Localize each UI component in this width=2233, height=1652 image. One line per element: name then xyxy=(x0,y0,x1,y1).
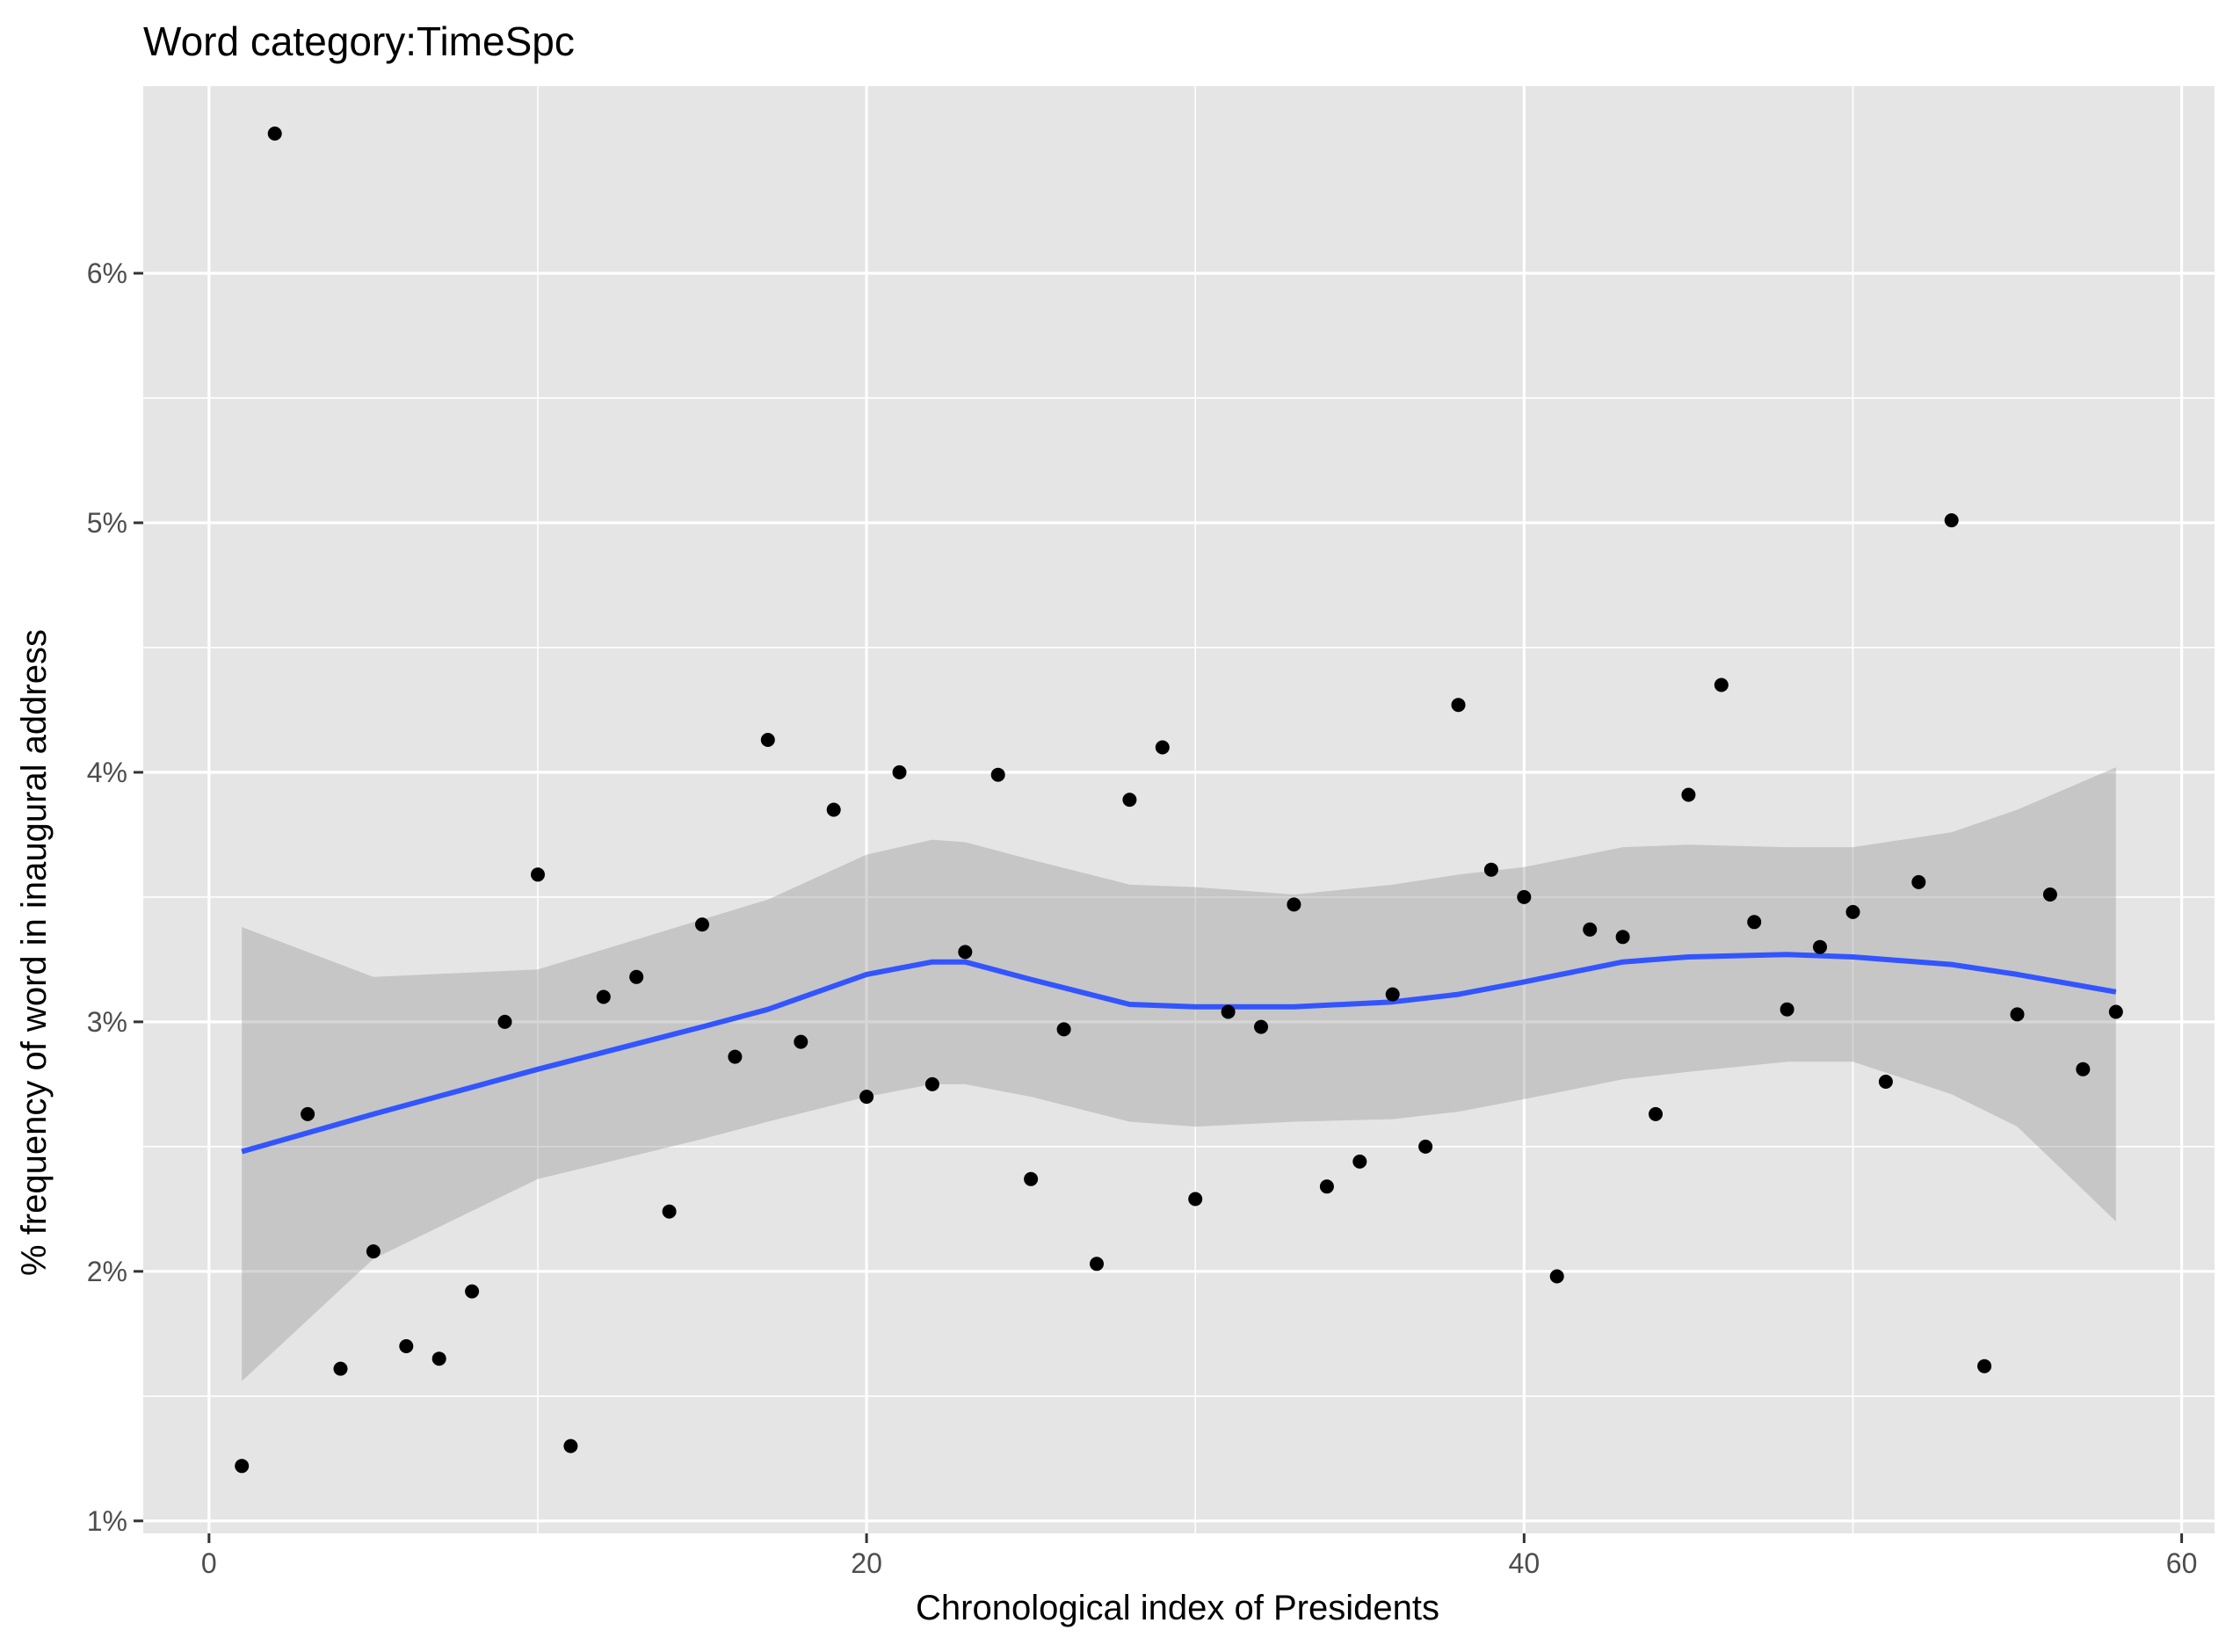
data-point xyxy=(497,1014,512,1029)
data-point xyxy=(1024,1171,1039,1186)
data-point xyxy=(1747,915,1762,930)
data-point xyxy=(695,917,709,932)
data-point xyxy=(333,1361,348,1376)
data-point xyxy=(760,733,775,747)
data-point xyxy=(1911,874,1926,889)
data-point xyxy=(1418,1139,1433,1154)
data-point xyxy=(1878,1075,1893,1089)
data-point xyxy=(1977,1359,1992,1373)
data-point xyxy=(301,1106,315,1121)
major-gridlines xyxy=(143,86,2215,1533)
data-point xyxy=(235,1459,250,1474)
data-point xyxy=(859,1090,874,1105)
data-point xyxy=(1090,1257,1104,1272)
data-point xyxy=(1944,513,1959,528)
confidence-band xyxy=(242,767,2116,1381)
data-point xyxy=(1714,677,1729,692)
data-point xyxy=(662,1204,677,1219)
data-points xyxy=(235,127,2123,1474)
y-tick-label: 6% xyxy=(87,257,127,289)
data-point xyxy=(267,127,282,141)
data-point xyxy=(2010,1007,2025,1022)
y-tick-label: 4% xyxy=(87,757,127,788)
data-point xyxy=(431,1351,446,1366)
x-tick-label: 0 xyxy=(201,1547,217,1579)
data-point xyxy=(366,1244,381,1259)
data-point xyxy=(2108,1004,2123,1019)
y-tick-label: 2% xyxy=(87,1256,127,1287)
data-point xyxy=(1451,698,1466,713)
y-tick-label: 5% xyxy=(87,507,127,539)
data-point xyxy=(563,1438,578,1453)
data-point xyxy=(1549,1269,1564,1284)
data-point xyxy=(596,989,611,1004)
data-point xyxy=(531,867,545,882)
data-point xyxy=(958,945,973,960)
data-point xyxy=(1319,1179,1334,1194)
data-point xyxy=(1813,939,1827,954)
data-point xyxy=(794,1034,808,1049)
data-point xyxy=(1583,922,1598,937)
x-tick-label: 20 xyxy=(851,1547,882,1579)
data-point xyxy=(1287,897,1301,912)
data-point xyxy=(1517,889,1532,904)
data-point xyxy=(399,1339,414,1353)
x-axis-title: Chronological index of Presidents xyxy=(916,1589,1439,1627)
data-point xyxy=(1483,862,1498,877)
data-point xyxy=(1122,793,1137,808)
data-point xyxy=(1615,930,1630,945)
data-point xyxy=(1780,1002,1794,1017)
data-point xyxy=(1649,1106,1663,1121)
x-tick-label: 40 xyxy=(1509,1547,1541,1579)
data-point xyxy=(826,802,841,817)
data-point xyxy=(2076,1061,2091,1076)
data-point xyxy=(990,767,1005,782)
smooth-trend-line xyxy=(241,952,2117,1155)
data-point xyxy=(1352,1154,1367,1169)
data-point xyxy=(1056,1022,1071,1037)
plot-panel xyxy=(143,86,2215,1533)
y-axis-title: % frequency of word in inaugural address xyxy=(15,629,54,1276)
y-tick-label: 3% xyxy=(87,1006,127,1038)
data-point xyxy=(1681,787,1696,802)
data-point xyxy=(1845,904,1860,919)
data-point xyxy=(1221,1004,1236,1019)
data-point xyxy=(892,764,907,779)
y-tick-label: 1% xyxy=(87,1505,127,1537)
data-point xyxy=(465,1284,480,1299)
data-point xyxy=(728,1049,743,1064)
minor-gridlines xyxy=(143,86,2215,1533)
x-tick-label: 60 xyxy=(2166,1547,2198,1579)
data-point xyxy=(2042,888,2057,902)
axis-ticks: 0 20 40 60 1% 2% 3% 4% 5% 6% xyxy=(87,257,2198,1579)
data-point xyxy=(1254,1019,1268,1034)
data-point xyxy=(1385,987,1400,1002)
data-point xyxy=(629,969,644,984)
data-point xyxy=(924,1076,939,1091)
chart-title: Word category:TimeSpc xyxy=(143,18,575,64)
data-point xyxy=(1155,740,1170,755)
data-point xyxy=(1188,1192,1203,1206)
